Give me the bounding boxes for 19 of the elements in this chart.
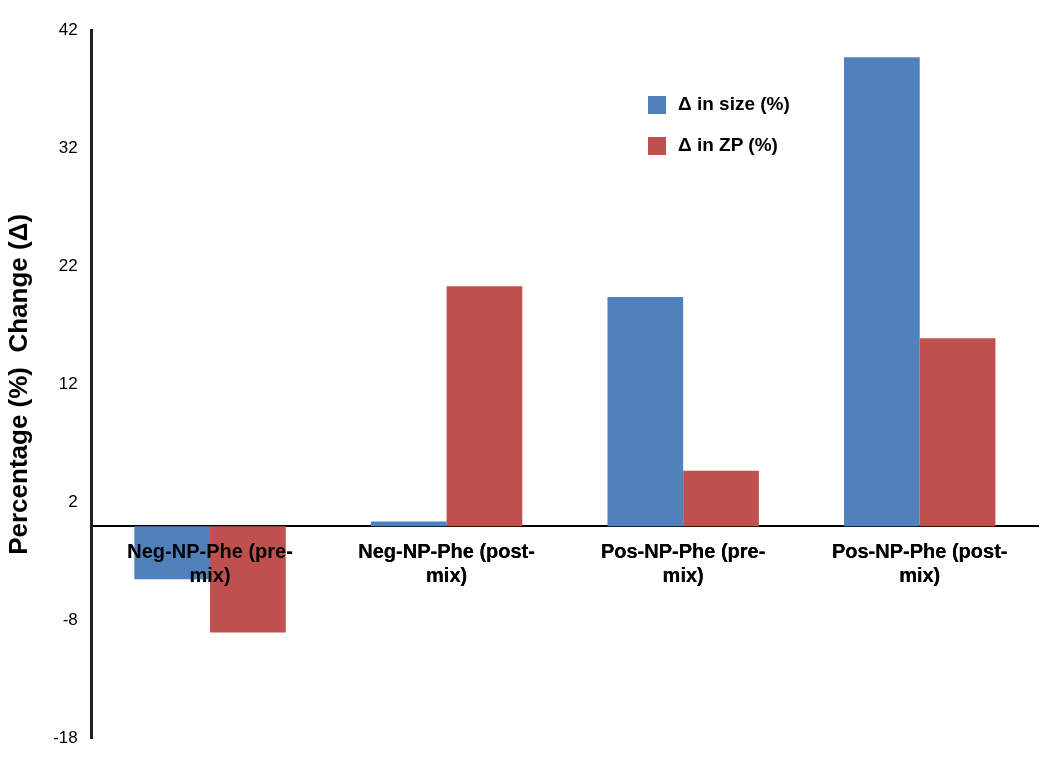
bar	[446, 286, 523, 527]
bar	[844, 57, 920, 527]
bar	[683, 470, 759, 527]
y-tick-label: 2	[68, 492, 78, 512]
y-axis-title: Percentage (%) Change (Δ)	[2, 213, 33, 555]
y-tick-label: 12	[58, 374, 78, 394]
y-tick-label: 22	[58, 255, 78, 275]
bar	[607, 296, 684, 527]
x-tick-label: Pos-NP-Phe (post-mix)	[831, 539, 1008, 586]
x-tick-label: Pos-NP-Phe (pre-mix)	[600, 539, 766, 586]
y-tick-label: -8	[62, 610, 78, 630]
x-tick-label: Neg-NP-Phe (post-mix)	[358, 539, 535, 586]
y-tick-label: -18	[53, 728, 78, 748]
y-tick-label: 42	[58, 19, 78, 39]
legend-label: Δ in size (%)	[678, 93, 790, 115]
legend-label: Δ in ZP (%)	[678, 134, 778, 156]
bar	[370, 521, 447, 527]
y-tick-label: 32	[58, 137, 78, 157]
bar	[919, 338, 996, 527]
